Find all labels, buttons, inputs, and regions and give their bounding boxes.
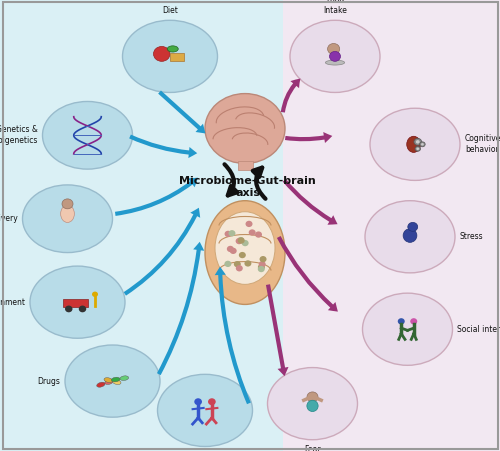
- Ellipse shape: [365, 201, 455, 273]
- Ellipse shape: [104, 377, 112, 382]
- Ellipse shape: [112, 377, 120, 382]
- Circle shape: [194, 398, 202, 405]
- Circle shape: [248, 230, 256, 236]
- Ellipse shape: [268, 368, 358, 440]
- Text: Microbiome-Gut-brain
axis: Microbiome-Gut-brain axis: [179, 176, 316, 198]
- Ellipse shape: [370, 108, 460, 180]
- Circle shape: [227, 246, 234, 252]
- Circle shape: [415, 146, 420, 151]
- FancyArrowPatch shape: [281, 78, 300, 113]
- Circle shape: [228, 230, 235, 236]
- Ellipse shape: [326, 60, 344, 65]
- Circle shape: [242, 240, 248, 246]
- Circle shape: [236, 238, 242, 244]
- FancyArrowPatch shape: [124, 208, 200, 296]
- Ellipse shape: [406, 136, 420, 152]
- Circle shape: [62, 199, 73, 209]
- Ellipse shape: [60, 205, 74, 222]
- FancyArrowPatch shape: [157, 242, 204, 375]
- Circle shape: [260, 256, 266, 262]
- Circle shape: [414, 138, 422, 145]
- Bar: [0, 0, 282, 451]
- FancyArrowPatch shape: [224, 164, 237, 195]
- Text: Diet: Diet: [162, 6, 178, 15]
- Circle shape: [255, 231, 262, 238]
- Circle shape: [258, 264, 265, 270]
- Circle shape: [416, 147, 419, 150]
- FancyArrowPatch shape: [285, 132, 333, 143]
- Circle shape: [408, 222, 418, 231]
- Ellipse shape: [105, 379, 114, 385]
- FancyArrowPatch shape: [158, 91, 206, 133]
- Circle shape: [421, 143, 424, 146]
- Text: Environment: Environment: [0, 298, 25, 307]
- Bar: [170, 53, 184, 61]
- Bar: [282, 0, 500, 451]
- Circle shape: [224, 231, 232, 237]
- Ellipse shape: [120, 376, 128, 381]
- Bar: [62, 299, 88, 307]
- Text: Stress: Stress: [460, 232, 483, 241]
- Circle shape: [65, 306, 72, 312]
- Text: Food
Intake: Food Intake: [323, 0, 347, 15]
- Circle shape: [238, 237, 244, 244]
- FancyArrowPatch shape: [282, 179, 338, 225]
- Text: Fear: Fear: [304, 445, 321, 451]
- Circle shape: [328, 43, 340, 55]
- Ellipse shape: [122, 20, 218, 92]
- Ellipse shape: [42, 101, 132, 169]
- Circle shape: [239, 252, 246, 258]
- Circle shape: [237, 237, 244, 243]
- Ellipse shape: [362, 293, 452, 365]
- Circle shape: [420, 142, 425, 147]
- Circle shape: [92, 291, 98, 297]
- Circle shape: [416, 140, 420, 143]
- FancyArrowPatch shape: [266, 284, 288, 376]
- Circle shape: [236, 265, 243, 272]
- Ellipse shape: [112, 380, 121, 385]
- Ellipse shape: [403, 229, 417, 242]
- Circle shape: [258, 266, 265, 272]
- Circle shape: [307, 392, 318, 402]
- Circle shape: [244, 260, 252, 267]
- Circle shape: [208, 398, 216, 405]
- Ellipse shape: [215, 212, 275, 284]
- FancyArrowPatch shape: [253, 168, 266, 199]
- Circle shape: [224, 261, 232, 267]
- Circle shape: [410, 318, 417, 324]
- FancyArrowPatch shape: [115, 178, 198, 216]
- Ellipse shape: [205, 201, 285, 304]
- Ellipse shape: [205, 93, 285, 164]
- Ellipse shape: [307, 400, 318, 411]
- Ellipse shape: [65, 345, 160, 417]
- Circle shape: [258, 261, 266, 267]
- Circle shape: [398, 318, 405, 324]
- Circle shape: [154, 46, 170, 61]
- Text: Cognitive
behavior: Cognitive behavior: [465, 134, 500, 154]
- Text: Social interaction: Social interaction: [458, 325, 500, 334]
- FancyArrowPatch shape: [277, 236, 338, 312]
- FancyArrowPatch shape: [214, 267, 251, 404]
- Circle shape: [234, 261, 241, 267]
- Ellipse shape: [290, 20, 380, 92]
- Ellipse shape: [330, 51, 340, 61]
- Ellipse shape: [22, 185, 112, 253]
- Ellipse shape: [167, 46, 178, 52]
- Text: Mode of delivery: Mode of delivery: [0, 214, 18, 223]
- Bar: [238, 161, 252, 170]
- Circle shape: [230, 248, 236, 254]
- Text: Drugs: Drugs: [37, 377, 60, 386]
- Ellipse shape: [158, 374, 252, 446]
- Ellipse shape: [96, 382, 105, 387]
- Circle shape: [79, 306, 86, 312]
- Text: Genetics &
Epigenetics: Genetics & Epigenetics: [0, 125, 38, 145]
- Ellipse shape: [30, 266, 125, 338]
- Circle shape: [246, 221, 252, 227]
- FancyArrowPatch shape: [129, 134, 197, 158]
